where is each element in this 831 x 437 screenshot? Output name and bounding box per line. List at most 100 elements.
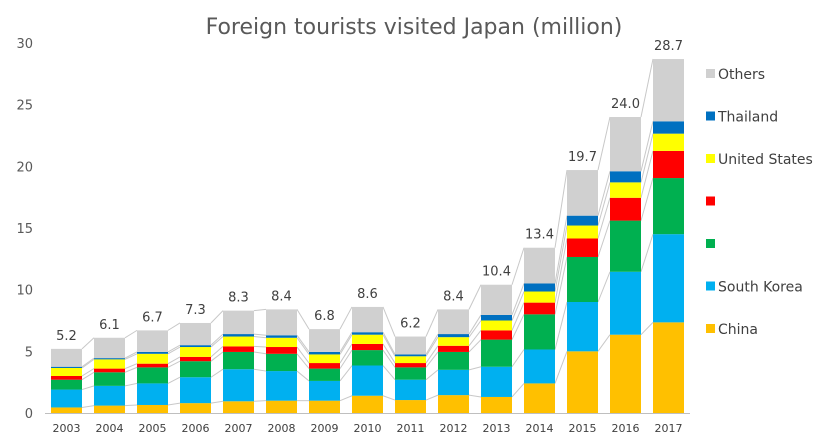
bar-segment	[266, 353, 297, 372]
series-connector-line	[382, 343, 396, 364]
bar-segment	[223, 401, 254, 413]
series-connector-line	[640, 121, 654, 172]
series-connector-line	[167, 376, 181, 384]
series-connector-line	[210, 333, 224, 346]
series-connector-line	[554, 238, 568, 303]
series-connector-line	[425, 309, 439, 337]
x-tick-label: 2008	[268, 422, 296, 435]
bar-segment	[567, 215, 598, 226]
bar-segment	[137, 404, 168, 413]
series-connector-line	[468, 366, 482, 371]
series-connector-line	[167, 344, 181, 353]
bar-segment	[94, 405, 125, 413]
bar-segment	[567, 170, 598, 216]
bar-segment	[94, 368, 125, 373]
bar-segment	[309, 380, 340, 401]
series-connector-line	[167, 346, 181, 355]
series-connector-line	[339, 343, 353, 364]
axis-layer: 0 5 10 15 20 25 30 2003 2004 2005 2006 2007 2008 2009…	[16, 37, 690, 435]
bar-total-label: 6.1	[99, 318, 120, 333]
legend-swatch	[706, 239, 715, 248]
legend-label: United States	[718, 152, 813, 168]
bar-segment	[51, 367, 82, 376]
bar-segment	[481, 396, 512, 413]
series-connector-line	[597, 116, 611, 171]
series-connector-line	[554, 225, 568, 292]
bar-segment	[309, 363, 340, 369]
series-connector-line	[339, 331, 353, 353]
series-connector-line	[81, 405, 95, 408]
series-connector-line	[124, 404, 138, 407]
bar-segment	[610, 171, 641, 183]
bar-total-label: 6.7	[142, 310, 163, 325]
bar-segment	[223, 346, 254, 352]
series-connector-line	[640, 150, 654, 198]
bar-segment	[223, 310, 254, 335]
bar-segment	[653, 322, 684, 413]
series-connector-line	[124, 329, 138, 339]
bar-segment	[481, 366, 512, 397]
series-connector-line	[253, 308, 267, 312]
bar-segment	[51, 348, 82, 367]
bar-segment	[395, 367, 426, 380]
series-connector-line	[511, 349, 525, 368]
series-connector-line	[382, 331, 396, 355]
x-tick-label: 2015	[569, 422, 597, 435]
x-tick-label: 2017	[655, 422, 683, 435]
bar-segment	[395, 354, 426, 357]
bar-segment	[223, 351, 254, 370]
bar-segment	[653, 133, 684, 151]
chart-title: Foreign tourists visited Japan (million)	[206, 15, 623, 40]
series-connector-line	[425, 351, 439, 368]
series-connector-line	[167, 402, 181, 406]
series-connector-line	[124, 366, 138, 373]
bar-total-label: 8.6	[357, 287, 378, 302]
series-connector-line	[81, 357, 95, 368]
series-connector-line	[167, 356, 181, 365]
bar-segment	[524, 291, 555, 303]
series-connector-line	[81, 368, 95, 377]
bar-segment	[438, 309, 469, 335]
bar-segment	[94, 385, 125, 406]
bar-segment	[51, 366, 82, 368]
bar-segment	[438, 337, 469, 346]
x-tick-label: 2010	[354, 422, 382, 435]
series-connector-line	[81, 385, 95, 391]
bar-segment	[352, 306, 383, 333]
bar-segment	[94, 337, 125, 359]
series-connector-line	[339, 306, 353, 330]
bar-segment	[481, 320, 512, 331]
series-connector-line	[253, 345, 267, 348]
series-connector-line	[597, 182, 611, 226]
bar-segment	[653, 121, 684, 134]
bar-segment	[524, 283, 555, 292]
legend-swatch	[706, 69, 715, 78]
series-connector-line	[597, 171, 611, 216]
series-connector-line	[253, 400, 267, 402]
series-connector-line	[210, 310, 224, 324]
bar-segment	[524, 383, 555, 413]
bar-segment	[137, 353, 168, 364]
bar-segment	[137, 367, 168, 384]
bar-segment	[137, 330, 168, 352]
bar-segment	[51, 376, 82, 380]
bar-segment	[266, 337, 297, 348]
bar-segment	[610, 220, 641, 272]
bar-segment	[524, 302, 555, 315]
bar-segment	[610, 334, 641, 413]
bar-segment	[352, 395, 383, 413]
series-connector-line	[296, 337, 310, 355]
series-connector-line	[425, 333, 439, 355]
bar-segment	[309, 329, 340, 352]
x-tick-label: 2016	[612, 422, 640, 435]
series-connector-line	[339, 395, 353, 402]
series-connector-line	[253, 333, 267, 336]
legend-swatch	[706, 324, 715, 333]
x-tick-label: 2012	[440, 422, 468, 435]
bar-segment	[51, 379, 82, 390]
bar-total-label: 6.2	[400, 317, 421, 332]
bar-segment	[395, 363, 426, 368]
bar-segment	[180, 356, 211, 362]
series-connector-line	[296, 309, 310, 330]
series-connector-line	[554, 301, 568, 350]
